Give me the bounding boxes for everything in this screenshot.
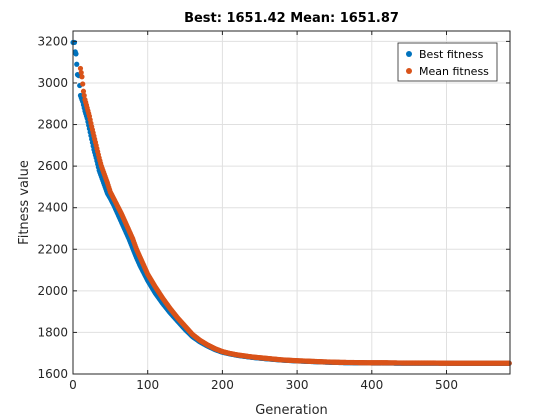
y-tick-label: 2000	[37, 284, 68, 298]
series-mean-fitness	[77, 65, 512, 366]
x-tick-label: 200	[211, 378, 234, 392]
chart-title: Best: 1651.42 Mean: 1651.87	[184, 11, 399, 26]
legend-entry-label: Best fitness	[419, 48, 484, 61]
x-tick-label: 500	[435, 378, 458, 392]
x-tick-label: 100	[136, 378, 159, 392]
y-tick-label: 2800	[37, 118, 68, 132]
x-tick-label: 300	[286, 378, 309, 392]
legend-marker	[406, 68, 412, 74]
plot-area-frame	[72, 30, 511, 375]
grid	[72, 31, 510, 375]
y-tick-label: 1600	[37, 367, 68, 381]
legend-entry-label: Mean fitness	[419, 65, 489, 78]
y-tick-label: 2200	[37, 242, 68, 256]
data-point	[80, 81, 86, 87]
y-tick-label: 3000	[37, 76, 68, 90]
data-point	[80, 88, 87, 94]
x-tick-label: 400	[360, 378, 383, 392]
y-axis-label: Fitness value	[17, 160, 32, 245]
data-point	[73, 51, 79, 57]
y-tick-label: 3200	[37, 34, 68, 48]
data-point	[506, 360, 512, 366]
x-axis-label: Generation	[255, 403, 328, 418]
legend-marker	[406, 51, 412, 57]
x-tick-label: 0	[69, 378, 77, 392]
series-layer	[70, 39, 512, 366]
legend-box	[397, 42, 498, 82]
legend: Best fitness Mean fitness	[397, 42, 498, 82]
data-point	[74, 61, 80, 67]
data-point	[77, 65, 84, 72]
data-point	[78, 69, 84, 76]
y-tick-label: 2400	[37, 201, 68, 215]
data-point	[81, 92, 87, 99]
axis-ticks: 0 100 200 300 400 500 1600 1800 2000 2200 2400 2600…	[37, 31, 510, 392]
y-tick-label: 2600	[37, 159, 68, 173]
y-tick-label: 1800	[37, 325, 68, 339]
data-point	[79, 74, 85, 80]
